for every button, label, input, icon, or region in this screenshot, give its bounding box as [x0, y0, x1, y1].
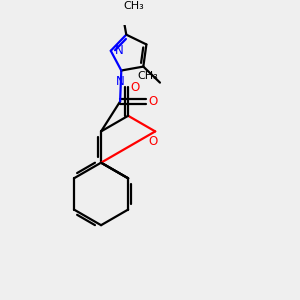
Text: O: O — [148, 136, 158, 148]
Text: N: N — [115, 44, 124, 57]
Text: CH₃: CH₃ — [124, 1, 144, 10]
Text: CH₃: CH₃ — [138, 71, 159, 81]
Text: O: O — [130, 81, 140, 94]
Text: N: N — [116, 75, 124, 88]
Text: O: O — [148, 95, 157, 108]
